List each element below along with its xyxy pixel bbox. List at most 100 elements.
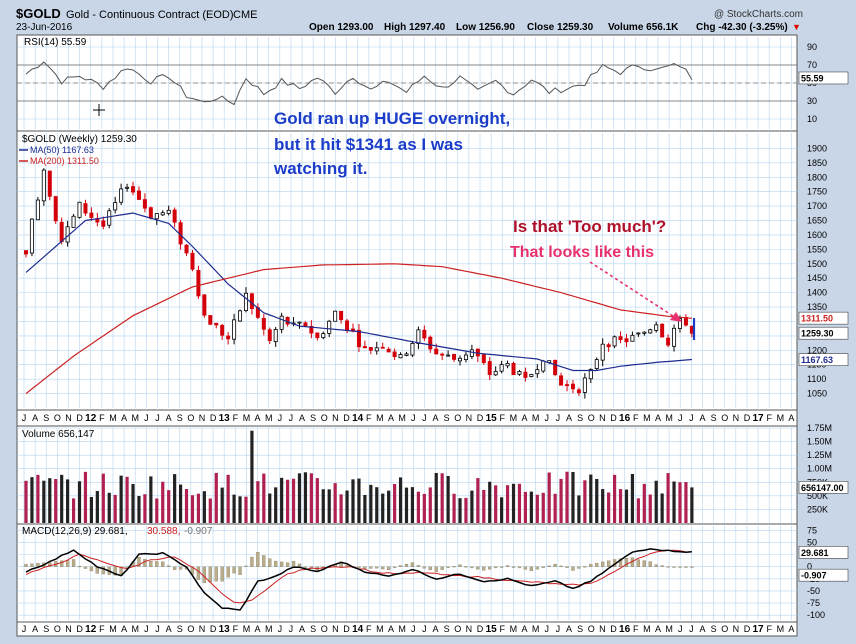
volume-last-label-box bbox=[798, 481, 849, 494]
volume-bar bbox=[559, 478, 563, 523]
x-axis-tick-label-bottom: J bbox=[144, 624, 149, 634]
price-candle-body bbox=[202, 294, 207, 316]
volume-bar bbox=[363, 494, 367, 523]
volume-bar bbox=[297, 473, 302, 523]
x-axis-tick-label: J bbox=[155, 413, 160, 423]
macd-histogram-bar bbox=[256, 552, 260, 567]
x-axis-tick-label: A bbox=[521, 413, 527, 423]
macd-histogram-bar bbox=[101, 566, 105, 575]
volume-bar bbox=[214, 472, 218, 523]
x-axis-tick-label: M bbox=[643, 413, 651, 423]
x-axis-tick-label: A bbox=[121, 413, 127, 423]
price-tick-label: 1750 bbox=[807, 187, 827, 197]
price-candle-body bbox=[309, 325, 314, 334]
price-tick-label: 1450 bbox=[807, 273, 827, 283]
close-last-label-box bbox=[798, 326, 849, 340]
price-candle-body bbox=[101, 220, 106, 227]
price-candle-body bbox=[523, 371, 528, 378]
macd-histogram-bar bbox=[529, 566, 534, 572]
macd-histogram-bar bbox=[208, 566, 212, 583]
volume-bar bbox=[488, 481, 492, 523]
volume-bar bbox=[511, 483, 516, 523]
price-candle-body bbox=[398, 354, 403, 359]
x-axis-tick-label: O bbox=[54, 413, 61, 423]
macd-histogram-bar bbox=[434, 566, 438, 572]
x-axis-tick-label-bottom: J bbox=[678, 624, 683, 634]
volume-bar bbox=[303, 472, 308, 523]
volume-bar bbox=[375, 487, 379, 523]
x-axis-tick-label-bottom: M bbox=[510, 624, 518, 634]
x-axis-tick-label-bottom: D bbox=[744, 624, 751, 634]
price-candle-body bbox=[243, 292, 248, 311]
price-candle-body bbox=[487, 361, 492, 375]
macd-histogram-bar bbox=[369, 566, 373, 569]
high-value: High 1297.40 bbox=[384, 22, 446, 33]
x-axis-tick-label: J bbox=[22, 413, 27, 423]
x-axis-tick-label: N bbox=[733, 413, 740, 423]
volume-bar bbox=[416, 491, 420, 523]
x-axis-tick-label: D bbox=[744, 413, 751, 423]
price-tick-label: 1200 bbox=[807, 345, 827, 355]
volume-bar bbox=[446, 475, 450, 523]
price-candle-body bbox=[452, 353, 457, 360]
x-axis-tick-label: D bbox=[343, 413, 350, 423]
price-candle-body bbox=[588, 369, 593, 380]
x-axis-tick-label-bottom: D bbox=[610, 624, 617, 634]
volume-bar bbox=[321, 489, 325, 523]
macd-series bbox=[24, 548, 694, 611]
macd-histogram-bar bbox=[392, 566, 397, 568]
x-axis-tick-label: S bbox=[444, 413, 450, 423]
price-candle-body bbox=[321, 333, 326, 339]
x-axis-tick-label-bottom: J bbox=[556, 624, 561, 634]
volume-value: Volume 656.1K bbox=[608, 22, 679, 33]
x-axis-tick-label: S bbox=[177, 413, 183, 423]
macd-histogram-bar bbox=[404, 563, 409, 567]
volume-bar bbox=[678, 482, 682, 523]
price-candle-body bbox=[333, 310, 338, 322]
price-candle-body bbox=[559, 375, 564, 386]
price-candle-body bbox=[660, 323, 665, 338]
macd-histogram-bar bbox=[232, 566, 236, 574]
volume-bar bbox=[404, 487, 409, 523]
volume-bar bbox=[256, 481, 260, 523]
annotation-blue-line1: Gold ran up HUGE overnight, bbox=[274, 109, 510, 128]
volume-bar bbox=[333, 483, 337, 523]
x-axis-tick-label-bottom: A bbox=[121, 624, 127, 634]
macd-histogram-bar bbox=[297, 563, 302, 567]
volume-bar bbox=[494, 485, 498, 523]
price-candle-body bbox=[683, 317, 688, 326]
volume-bar bbox=[428, 487, 432, 523]
x-axis-tick-label-bottom: 17 bbox=[753, 624, 765, 635]
macd-histogram-bar bbox=[357, 566, 361, 568]
x-axis-tick-label: D bbox=[210, 413, 217, 423]
macd-histogram-bar bbox=[238, 566, 242, 575]
volume-bar bbox=[636, 498, 640, 523]
volume-bar bbox=[398, 477, 403, 523]
price-candle-body bbox=[517, 371, 522, 375]
macd-histogram-bar bbox=[464, 566, 468, 568]
volume-bar bbox=[690, 487, 694, 523]
macd-tick-label: -75 bbox=[807, 598, 820, 608]
volume-bar bbox=[541, 492, 545, 523]
macd-histogram-bar bbox=[541, 566, 545, 568]
price-candle-body bbox=[618, 336, 623, 341]
price-candle-body bbox=[53, 196, 58, 222]
volume-bar bbox=[351, 479, 355, 523]
price-candle-body bbox=[392, 351, 397, 358]
x-axis-tick-label-bottom: S bbox=[444, 624, 450, 634]
volume-bar bbox=[547, 472, 551, 523]
price-candle-body bbox=[565, 384, 570, 386]
volume-tick-label: 1.00M bbox=[807, 464, 832, 474]
ma50-last-label-box bbox=[798, 353, 849, 366]
x-axis-tick-label: F bbox=[633, 413, 639, 423]
volume-bar bbox=[30, 477, 34, 523]
x-axis-tick-label-bottom: J bbox=[155, 624, 160, 634]
x-axis-tick-label-bottom: 12 bbox=[85, 624, 97, 635]
macd-histogram-bar bbox=[137, 556, 141, 567]
x-axis-tick-label: M bbox=[109, 413, 117, 423]
x-axis-tick-label-bottom: N bbox=[466, 624, 473, 634]
x-axis-tick-label-bottom: F bbox=[99, 624, 105, 634]
macd-histogram-bar bbox=[452, 566, 456, 568]
x-axis-tick-label: A bbox=[566, 413, 572, 423]
